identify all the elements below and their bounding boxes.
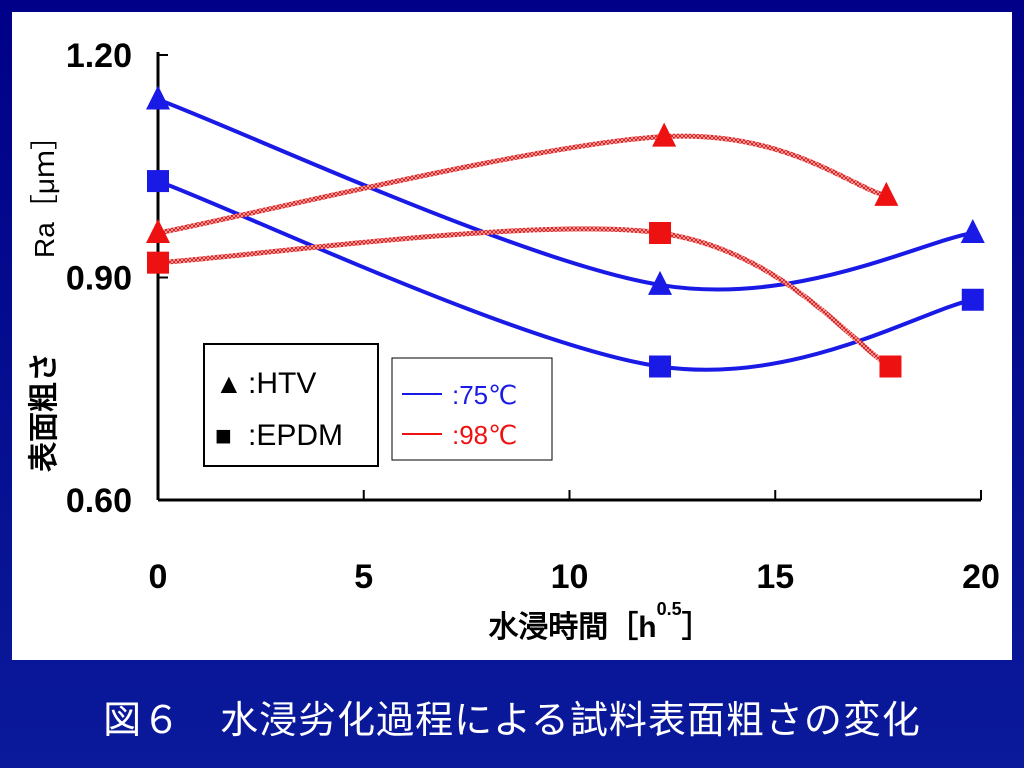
series-markers [146,85,985,378]
x-axis-title-end: ］ [682,611,712,644]
series-lines [155,97,975,372]
data-point-square [147,170,169,193]
x-tick-label: 10 [551,558,589,596]
y-tick-label: 0.90 [66,260,132,298]
data-point-triangle [146,219,170,243]
y-axis-title-unit: Ra［μｍ］ [29,122,60,258]
data-point-square [649,222,672,244]
series-line-epdm-98 [155,226,893,369]
slide-caption: 図６ 水浸劣化過程による試料表面粗さの変化 [103,698,921,742]
legend-temps-box [391,357,553,461]
legend-98-label: :98℃ [452,420,517,450]
axis-ticks: 0 5 10 15 20 0.60 0.90 1.20 [66,37,1000,596]
data-point-triangle [874,181,899,206]
x-tick-label: 20 [962,558,1000,596]
y-tick-label: 0.60 [66,482,132,520]
y-axis-title-ja: 表面粗さ [28,352,61,472]
data-point-triangle [960,219,985,243]
data-point-square [649,355,672,378]
x-tick-label: 15 [756,558,794,596]
y-axis-title: 表面粗さ Ra［μｍ］ [28,122,61,472]
chart-svg: 0 5 10 15 200.600.901.20 表面粗さ Ra［μｍ］ 水浸時間［h0… [28,37,1000,644]
x-tick-label: 0 [149,558,168,596]
x-axis-title-sup: 0.5 [657,599,682,619]
data-point-square [879,355,902,378]
x-tick-label: 5 [354,558,373,596]
data-point-square [961,288,984,311]
data-point-triangle [648,270,673,295]
legend-htv-label: :HTV [248,367,316,400]
x-axis-title-main: 水浸時間［h [488,610,656,644]
y-tick-label: 1.20 [66,37,132,75]
data-point-triangle [652,122,677,147]
x-axis-title: 水浸時間［h0.5］ [488,599,711,644]
legend-epdm-symbol: ■ [215,420,232,451]
data-point-square [147,251,169,274]
data-point-triangle [146,85,170,110]
series-line-htv-75 [156,97,975,292]
legend-markers-box [203,343,379,467]
legend-markers: ▲ :HTV ■ :EPDM [203,343,379,467]
legend-temps: :75℃ :98℃ [391,357,553,461]
legend-epdm-label: :EPDM [248,419,343,452]
series-line-epdm-75 [156,179,975,372]
legend-75-label: :75℃ [452,380,517,410]
chart-panel: 0 5 10 15 20 0.60 0.90 1.20 表面粗さ Ra［μｍ］ 水浸時間［h0… [12,12,1012,660]
series-line-htv-98 [155,133,889,236]
legend-htv-symbol: ▲ [215,368,243,399]
